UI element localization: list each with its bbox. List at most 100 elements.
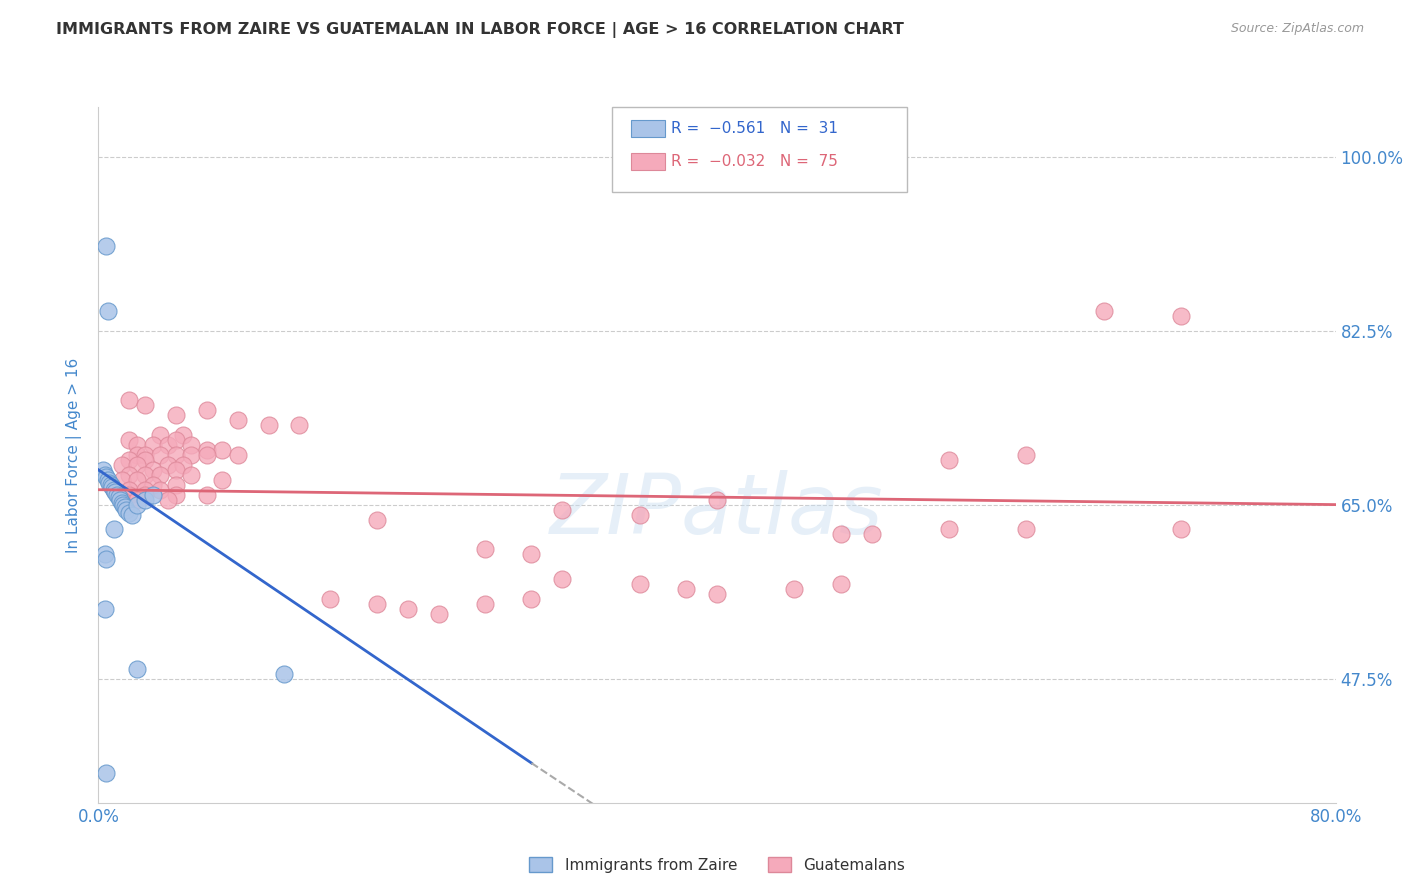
Point <box>100 477 122 491</box>
Point <box>706 587 728 601</box>
Point <box>111 473 134 487</box>
Point <box>226 413 249 427</box>
Point <box>149 483 172 497</box>
Point <box>830 577 852 591</box>
Point <box>1170 523 1192 537</box>
Point <box>118 433 141 447</box>
Point <box>134 467 156 482</box>
Point <box>118 393 141 408</box>
Point <box>104 484 127 499</box>
Point <box>1092 303 1115 318</box>
Point <box>96 470 118 484</box>
Point <box>111 492 134 507</box>
Point <box>97 473 120 487</box>
Point <box>520 592 543 607</box>
Point <box>180 438 202 452</box>
Point <box>195 442 218 457</box>
Point <box>134 398 156 412</box>
Point <box>195 448 218 462</box>
Point <box>520 547 543 561</box>
Point <box>675 582 697 596</box>
Point <box>211 473 233 487</box>
Point <box>830 527 852 541</box>
Point <box>427 607 450 621</box>
Point <box>180 467 202 482</box>
Point <box>105 488 128 502</box>
Point <box>860 527 883 541</box>
Point <box>96 552 118 566</box>
Point <box>127 438 149 452</box>
Point <box>706 492 728 507</box>
Point <box>157 458 180 472</box>
Point <box>127 473 149 487</box>
Point <box>1015 448 1038 462</box>
Point <box>366 597 388 611</box>
Point <box>165 433 187 447</box>
Point <box>551 572 574 586</box>
Point <box>195 488 218 502</box>
Point <box>149 448 172 462</box>
Point <box>134 483 156 497</box>
Point <box>91 463 114 477</box>
Point <box>257 418 280 433</box>
Point <box>127 662 149 676</box>
Point <box>127 492 149 507</box>
Point <box>474 597 496 611</box>
Point <box>97 303 120 318</box>
Text: R =  −0.561   N =  31: R = −0.561 N = 31 <box>671 121 838 136</box>
Point <box>93 602 115 616</box>
Point <box>938 523 960 537</box>
Point <box>127 448 149 462</box>
Text: Source: ZipAtlas.com: Source: ZipAtlas.com <box>1230 22 1364 36</box>
Point <box>173 458 195 472</box>
Point <box>103 483 125 497</box>
Point <box>211 442 233 457</box>
Point <box>134 453 156 467</box>
Point <box>142 438 165 452</box>
Text: ZIPatlas: ZIPatlas <box>550 470 884 551</box>
Point <box>112 498 135 512</box>
Point <box>142 463 165 477</box>
Point <box>93 467 115 482</box>
Point <box>366 512 388 526</box>
Point <box>628 577 651 591</box>
Point <box>165 463 187 477</box>
Point <box>118 453 141 467</box>
Point <box>628 508 651 522</box>
Point <box>396 602 419 616</box>
Point <box>103 523 125 537</box>
Point <box>98 475 121 490</box>
Point <box>111 495 134 509</box>
Point <box>273 666 295 681</box>
Y-axis label: In Labor Force | Age > 16: In Labor Force | Age > 16 <box>66 358 83 552</box>
Point <box>474 542 496 557</box>
Point <box>1015 523 1038 537</box>
Point <box>93 547 115 561</box>
Point <box>288 418 311 433</box>
Point <box>157 438 180 452</box>
Text: R =  −0.032   N =  75: R = −0.032 N = 75 <box>671 154 838 169</box>
Point <box>1170 309 1192 323</box>
Point <box>107 490 129 504</box>
Point <box>111 458 134 472</box>
Point <box>938 453 960 467</box>
Point <box>115 502 138 516</box>
Point <box>121 508 143 522</box>
Point <box>142 477 165 491</box>
Point <box>319 592 342 607</box>
Point <box>101 480 124 494</box>
Point <box>180 448 202 462</box>
Point <box>96 239 118 253</box>
Point <box>165 408 187 422</box>
Point <box>149 467 172 482</box>
Point <box>551 502 574 516</box>
Point <box>118 506 141 520</box>
Legend: Immigrants from Zaire, Guatemalans: Immigrants from Zaire, Guatemalans <box>523 850 911 879</box>
Point <box>165 477 187 491</box>
Point <box>134 492 156 507</box>
Point <box>134 488 156 502</box>
Point <box>142 488 165 502</box>
Point <box>157 492 180 507</box>
Point <box>118 483 141 497</box>
Point <box>103 483 125 497</box>
